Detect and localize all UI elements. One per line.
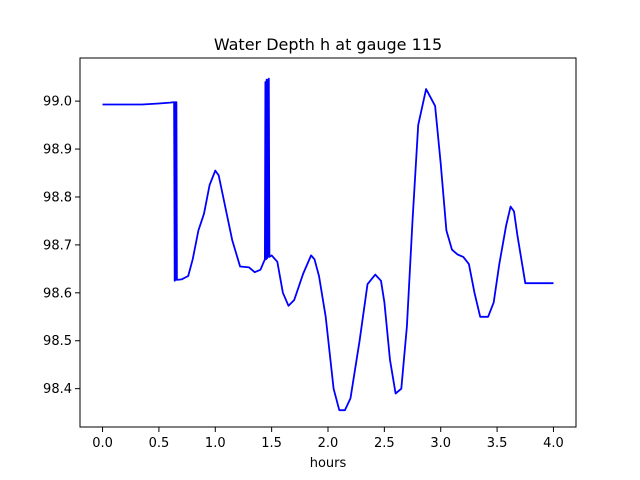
series-lines	[102, 77, 554, 412]
chart-title: Water Depth h at gauge 115	[214, 35, 442, 54]
y-tick-label: 98.6	[43, 286, 72, 301]
series-line	[102, 77, 554, 412]
y-tick-label: 98.9	[43, 143, 72, 158]
x-tick-label: 0.0	[92, 436, 113, 451]
y-tick-label: 98.4	[43, 382, 72, 397]
plot-area	[80, 58, 576, 427]
x-axis-ticks: 0.0 0.5 1.0 1.5 2.0 2.5 3.0 3.5 4.0	[92, 427, 564, 451]
x-tick-label: 2.5	[374, 436, 395, 451]
y-tick-label: 98.5	[43, 334, 72, 349]
x-tick-label: 2.0	[318, 436, 339, 451]
x-tick-label: 3.5	[487, 436, 508, 451]
x-tick-label: 1.0	[205, 436, 226, 451]
plot-frame	[79, 57, 577, 428]
y-tick-label: 98.8	[43, 190, 72, 205]
y-tick-label: 99.0	[43, 95, 72, 110]
y-axis-ticks: 98.4 98.5 98.6 98.7 98.8 98.9 99.0	[43, 95, 80, 397]
x-axis-label: hours	[310, 456, 347, 471]
y-tick-label: 98.7	[43, 238, 72, 253]
x-tick-label: 0.5	[149, 436, 170, 451]
x-tick-label: 3.0	[430, 436, 451, 451]
x-tick-label: 1.5	[261, 436, 282, 451]
x-tick-label: 4.0	[543, 436, 564, 451]
